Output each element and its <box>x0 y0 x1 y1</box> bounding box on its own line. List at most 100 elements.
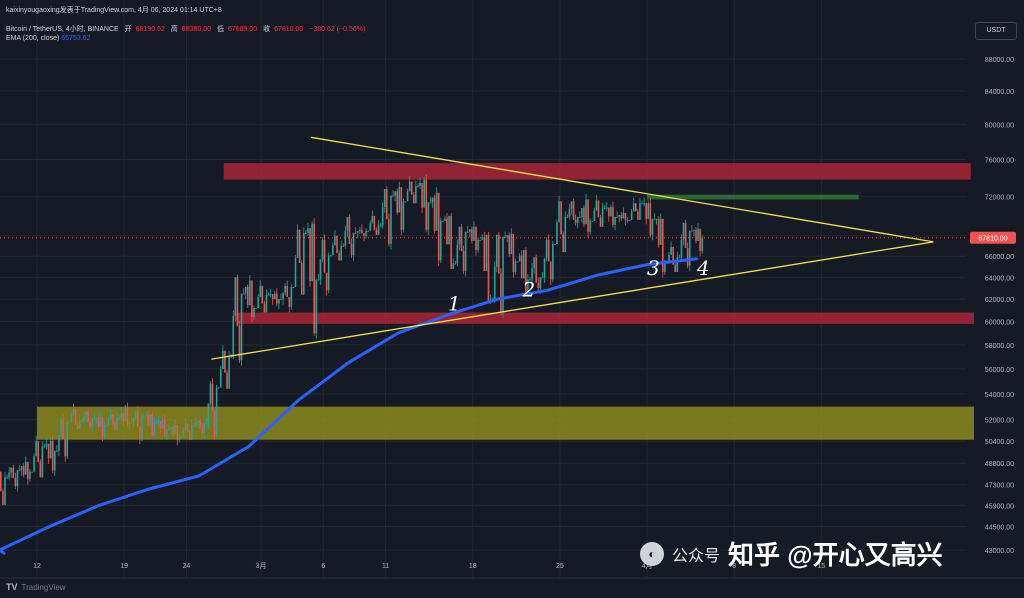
candle-body <box>35 441 37 457</box>
candle-body <box>670 246 672 255</box>
candle-body <box>469 229 471 232</box>
candle-body <box>460 226 463 252</box>
candle-body <box>610 207 612 217</box>
candle-body <box>130 422 133 424</box>
candle-body <box>695 229 697 241</box>
candle-body <box>446 218 448 245</box>
price-tick-label: 88000.00 <box>985 57 1014 64</box>
candle-body <box>230 356 232 358</box>
trendline-descending <box>310 136 934 243</box>
candle-body <box>537 282 540 289</box>
candle-body <box>487 234 490 304</box>
candle-body <box>408 181 411 192</box>
candle-body <box>367 230 369 232</box>
candle-body <box>442 220 444 222</box>
candle-body <box>381 207 384 226</box>
candle-body <box>390 195 392 244</box>
candle-body <box>502 236 504 313</box>
candle-body <box>454 263 457 265</box>
candle-body <box>6 477 8 479</box>
candle-body <box>533 257 535 269</box>
candle-body <box>87 411 89 423</box>
candle-body <box>220 368 222 388</box>
candle-body <box>697 228 699 241</box>
candle-body <box>31 471 33 473</box>
candle-body <box>4 477 6 506</box>
candle-body <box>101 417 104 436</box>
candle-body <box>404 201 407 203</box>
candle-body <box>429 202 432 204</box>
time-tick-label: 15 <box>817 563 825 570</box>
candle-body <box>251 280 253 318</box>
candle-body <box>356 231 359 233</box>
candle-body <box>688 230 691 266</box>
candle-body <box>311 223 313 282</box>
symbol-name[interactable]: Bitcoin / TetherUS, 4小时, BINANCE <box>6 26 119 33</box>
candle-body <box>282 292 284 300</box>
candle-body <box>16 470 19 487</box>
candle-body <box>8 472 10 478</box>
candle-body <box>564 216 567 253</box>
candle-body <box>327 255 330 291</box>
candle-body <box>444 218 446 221</box>
candle-body <box>157 421 160 423</box>
candle-body <box>54 450 56 471</box>
candle-body <box>614 216 616 225</box>
candle-body <box>33 456 35 472</box>
candle-body <box>60 419 62 436</box>
change-value: −380.62 (−0.56%) <box>309 26 366 33</box>
candle-body <box>145 415 147 417</box>
annotation-mark: 3 <box>647 256 660 280</box>
last-price-tag <box>970 231 1016 244</box>
candle-body <box>568 209 571 217</box>
candle-body <box>143 415 145 417</box>
price-tick-label: 80000.00 <box>985 122 1014 129</box>
demand-zone <box>37 406 974 440</box>
candle-body <box>132 417 135 423</box>
candle-body <box>284 285 286 293</box>
candle-body <box>458 226 461 245</box>
close-label: 收 <box>263 26 271 33</box>
candle-body <box>406 191 409 202</box>
candle-body <box>427 202 430 230</box>
candle-body <box>601 208 604 227</box>
candle-body <box>375 230 378 235</box>
candle-body <box>583 208 585 225</box>
candle-body <box>560 201 562 235</box>
candle-body <box>58 435 60 451</box>
candle-body <box>659 218 662 245</box>
candle-body <box>236 277 239 327</box>
candle-body <box>632 203 635 212</box>
candle-body <box>244 287 247 294</box>
candle-body <box>278 299 280 304</box>
candle-body <box>520 255 523 279</box>
candle-body <box>616 216 618 218</box>
candle-body <box>203 423 205 434</box>
ema-legend[interactable]: EMA (200, close) 65753.62 <box>6 35 90 42</box>
candle-body <box>684 222 687 248</box>
candle-body <box>186 423 189 433</box>
candle-body <box>570 201 573 210</box>
candle-body <box>72 409 75 416</box>
price-tick-label: 64000.00 <box>985 275 1014 282</box>
price-tick-label: 62000.00 <box>985 297 1014 304</box>
currency-button[interactable]: USDT <box>975 22 1017 40</box>
candle-body <box>267 294 270 296</box>
candle-body <box>605 207 608 209</box>
candle-body <box>475 226 477 251</box>
candle-body <box>24 461 27 475</box>
candle-body <box>280 299 282 301</box>
candle-body <box>417 186 419 188</box>
candle-body <box>269 294 272 296</box>
candle-body <box>643 203 645 205</box>
candle-body <box>49 441 52 459</box>
candle-body <box>149 414 152 426</box>
candle-body <box>340 245 342 261</box>
tradingview-logo[interactable]: TV TradingView <box>6 582 66 592</box>
candle-body <box>354 232 357 234</box>
candle-body <box>276 293 278 304</box>
candle-body <box>649 203 652 235</box>
candle-body <box>66 422 69 457</box>
candle-body <box>525 250 527 296</box>
